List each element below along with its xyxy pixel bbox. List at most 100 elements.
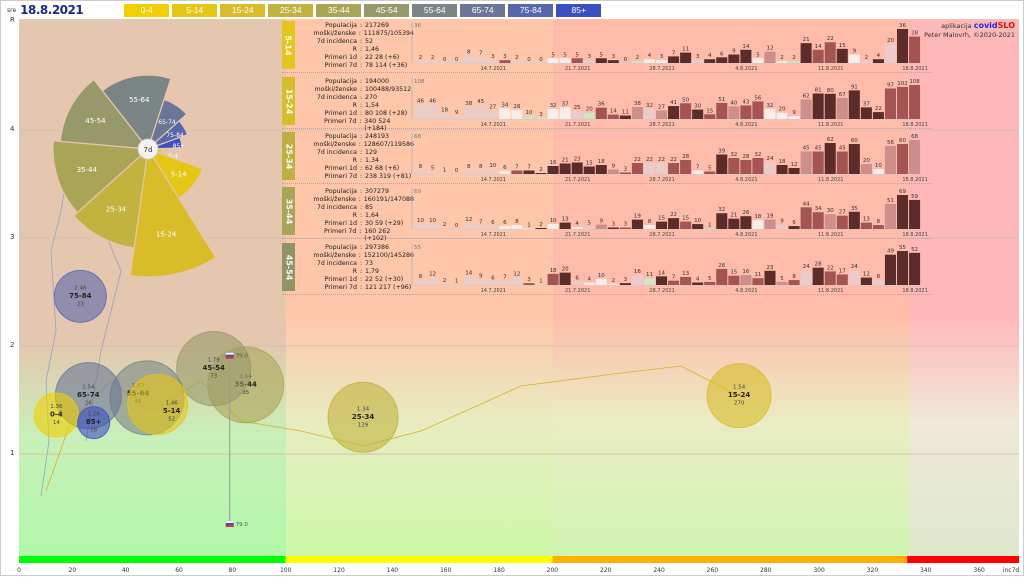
bar-value-label: 22 <box>875 106 882 112</box>
legend-chip-75-84[interactable]: 75-84 <box>508 3 554 17</box>
legend-chip-65-74[interactable]: 65-74 <box>460 3 506 17</box>
panel-tab: 25-34 <box>282 132 295 180</box>
bar-value-label: 28 <box>513 104 520 110</box>
bar-value-label: 32 <box>766 103 773 109</box>
bar <box>451 174 463 175</box>
bar <box>740 49 752 63</box>
info-value: 1,64 <box>365 211 380 219</box>
bar-value-label: 32 <box>550 103 557 109</box>
bar-value-label: 11 <box>754 272 761 278</box>
bar-value-label: 12 <box>791 162 798 168</box>
date-label: 4.8.2021 <box>735 177 757 183</box>
panel-info: Populacija:307279 moški/ženske:160191/147… <box>296 188 414 243</box>
info-row: Primeri 7d:160 262 (+102) <box>296 228 414 244</box>
info-row: Primeri 1d:22 28 (+6) <box>296 54 414 62</box>
info-value: 85 <box>365 203 374 211</box>
info-label: moški/ženske <box>314 85 357 93</box>
legend-chip-45-54[interactable]: 45-54 <box>364 3 410 17</box>
bar-value-label: 8 <box>877 219 881 225</box>
bar-value-label: 6 <box>720 51 724 57</box>
x-tick-label: 260 <box>706 567 719 574</box>
zone-bar <box>19 556 286 563</box>
bar-value-label: 3 <box>624 277 628 283</box>
legend-chip-85+[interactable]: 85+ <box>556 3 602 17</box>
bar <box>487 110 499 119</box>
bar-value-label: 3 <box>612 54 616 60</box>
bar-value-label: 56 <box>887 140 894 146</box>
bar <box>909 252 921 285</box>
info-row: Primeri 7d:340 524 (+184) <box>296 118 414 134</box>
info-row: moški/ženske:152100/145286 <box>296 252 414 260</box>
bar-value-label: 15 <box>682 216 689 222</box>
legend-chip-25-34[interactable]: 25-34 <box>268 3 314 17</box>
bar <box>487 226 499 229</box>
info-sep: : <box>359 85 363 93</box>
bar <box>631 163 643 174</box>
date-label: 28.7.2021 <box>649 232 674 238</box>
date-label: 4.8.2021 <box>735 288 757 294</box>
bar-value-label: 40 <box>730 100 737 106</box>
flag-icon <box>225 520 234 524</box>
info-sep: : <box>359 219 363 227</box>
bar <box>427 61 439 63</box>
bar <box>427 171 439 174</box>
bar-value-label: 36 <box>899 23 906 29</box>
bar <box>824 42 836 63</box>
legend-chip-55-64[interactable]: 55-64 <box>412 3 458 17</box>
bar-value-label: 35 <box>851 206 858 212</box>
x-tick-label: 160 <box>439 567 452 574</box>
bar-value-label: 32 <box>730 152 737 158</box>
info-value: 22 28 (+6) <box>365 53 400 61</box>
bar-value-label: 36 <box>598 102 605 108</box>
bar <box>692 224 704 229</box>
legend-chip-35-44[interactable]: 35-44 <box>316 3 362 17</box>
bubble-circle <box>127 373 189 435</box>
bar-value-label: 16 <box>550 160 557 166</box>
bar-value-label: 38 <box>634 101 641 107</box>
info-value: 152100/145286 <box>363 251 414 259</box>
info-value: 78 114 (+36) <box>365 61 408 69</box>
legend-chip-0-4[interactable]: 0-4 <box>124 3 170 17</box>
info-label: Primeri 7d <box>324 283 357 291</box>
legend-chip-15-24[interactable]: 15-24 <box>220 3 266 17</box>
info-label: moški/ženske <box>313 29 356 37</box>
date-label: 11.8.2021 <box>818 288 843 294</box>
x-tick-label: 280 <box>760 567 772 574</box>
date-label: 14.7.2021 <box>481 177 506 183</box>
bar <box>475 170 487 174</box>
bar <box>559 222 571 229</box>
bar <box>607 169 619 174</box>
bar-value-label: 7 <box>479 50 483 56</box>
flag-icon <box>225 356 234 359</box>
date-label: 4.8.2021 <box>735 122 757 128</box>
x-tick-label: 20 <box>68 567 77 574</box>
bar <box>583 60 595 63</box>
legend-chip-5-14[interactable]: 5-14 <box>172 3 218 17</box>
bar-value-label: 0 <box>455 168 459 174</box>
bar-value-label: 5 <box>756 52 760 58</box>
date-label: 18.8.2021 <box>902 288 927 294</box>
bar <box>740 105 752 119</box>
date-label: 14.7.2021 <box>481 66 506 72</box>
bar-value-label: 11 <box>682 47 689 53</box>
bar-value-label: 2 <box>792 55 796 61</box>
panel-max-label: 55 <box>414 245 421 251</box>
bar-value-label: 2 <box>539 167 543 173</box>
bar-value-label: 81 <box>815 88 822 94</box>
bar-value-label: 14 <box>465 270 472 276</box>
bar-value-label: 6 <box>491 220 495 226</box>
bar-value-label: 18 <box>598 159 605 165</box>
bar <box>499 226 511 229</box>
info-value: 129 <box>365 148 378 156</box>
info-sep: : <box>359 109 363 117</box>
x-tick-label: 0 <box>17 567 21 574</box>
bar-value-label: 41 <box>670 100 677 106</box>
info-sep: : <box>359 101 363 109</box>
bar <box>595 224 607 229</box>
bar-value-label: 45 <box>477 99 484 105</box>
bar-value-label: 27 <box>658 105 665 111</box>
bar <box>607 114 619 119</box>
info-label: Primeri 7d <box>324 172 357 180</box>
bar-value-label: 4 <box>877 53 881 59</box>
bar-value-label: 24 <box>803 264 810 270</box>
